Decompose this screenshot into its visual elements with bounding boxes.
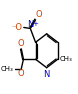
Text: O: O bbox=[36, 10, 43, 19]
Text: O: O bbox=[18, 69, 25, 78]
Text: N: N bbox=[27, 20, 34, 29]
Text: CH₃: CH₃ bbox=[60, 56, 72, 62]
Text: +: + bbox=[32, 21, 38, 27]
Text: CH₃: CH₃ bbox=[1, 66, 14, 72]
Text: N: N bbox=[43, 70, 50, 79]
Text: O: O bbox=[18, 39, 25, 48]
Text: ⁻O: ⁻O bbox=[11, 23, 22, 32]
